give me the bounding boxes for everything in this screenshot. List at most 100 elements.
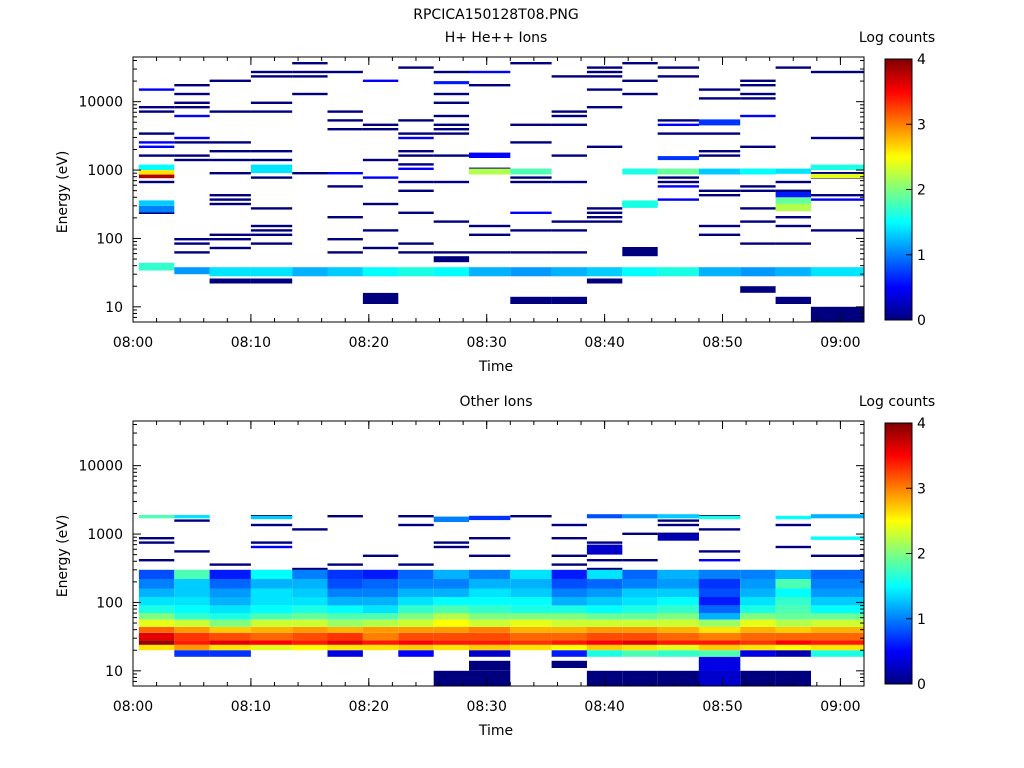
heatmap-cell — [622, 168, 658, 175]
heatmap-cell — [622, 92, 658, 96]
heatmap-cell — [551, 267, 587, 277]
figure-title: RPCICA150128T08.PNG — [413, 7, 578, 23]
heatmap-cell — [551, 605, 587, 614]
heatmap-cell — [622, 632, 658, 641]
heatmap-cell — [622, 247, 658, 257]
heatmap-cell — [250, 632, 293, 641]
heatmap-cell — [362, 644, 399, 651]
heatmap-cell — [740, 97, 776, 100]
heatmap-cell — [586, 613, 623, 620]
heatmap-cell — [174, 519, 210, 522]
heatmap-cell — [551, 660, 587, 668]
heatmap-cell — [292, 172, 328, 175]
heatmap-cell — [292, 75, 328, 78]
heatmap-cell — [138, 597, 175, 606]
heatmap-cell — [810, 536, 864, 540]
heatmap-cell — [469, 152, 511, 158]
heatmap-cell — [209, 579, 251, 589]
heatmap-cell — [740, 644, 776, 651]
heatmap-cell — [469, 569, 511, 579]
heatmap-cell — [469, 554, 511, 557]
heatmap-cell — [292, 640, 328, 645]
heatmap-cell — [740, 220, 776, 223]
heatmap-cell — [174, 597, 210, 606]
heatmap-cell — [209, 233, 251, 236]
heatmap-cell — [775, 189, 811, 192]
heatmap-cell — [250, 619, 293, 627]
heatmap-cell — [327, 172, 363, 175]
heatmap-cell — [138, 154, 175, 157]
heatmap-cell — [586, 640, 623, 645]
heatmap-cell — [622, 605, 658, 614]
heatmap-cell — [775, 619, 811, 627]
heatmap-cell — [775, 523, 811, 527]
heatmap-cell — [698, 97, 741, 100]
heatmap-cell — [810, 569, 864, 579]
heatmap-cell — [551, 588, 587, 597]
heatmap-cell — [551, 114, 587, 118]
heatmap-cell — [510, 613, 552, 620]
heatmap-cell — [586, 211, 623, 214]
heatmap-cell — [551, 563, 587, 566]
heatmap-cell — [810, 194, 864, 197]
heatmap-cell — [698, 619, 741, 627]
heatmap-cell — [586, 567, 623, 571]
heatmap-cell — [362, 158, 399, 162]
heatmap-cell — [657, 605, 699, 614]
heatmap-cell — [327, 644, 363, 651]
colorbar — [884, 58, 913, 321]
heatmap-cell — [551, 220, 587, 223]
heatmap-cell — [138, 170, 175, 175]
heatmap-cell — [740, 79, 776, 82]
heatmap-cell — [433, 545, 470, 549]
heatmap-cell — [657, 198, 699, 201]
heatmap-cell — [327, 626, 363, 633]
y-tick-label: 1000 — [87, 163, 123, 179]
heatmap-cell — [469, 613, 511, 620]
heatmap-cell — [775, 569, 811, 579]
heatmap-cell — [433, 632, 470, 641]
heatmap-cell — [174, 267, 210, 275]
heatmap-cell — [586, 75, 623, 78]
heatmap-cell — [551, 626, 587, 633]
heatmap-cell — [657, 156, 699, 161]
heatmap-cells — [138, 514, 864, 686]
heatmap-cell — [362, 292, 399, 304]
heatmap-cell — [327, 619, 363, 627]
heatmap-cell — [622, 569, 658, 579]
heatmap-cell — [138, 644, 175, 651]
heatmap-cell — [740, 92, 776, 96]
heatmap-cell — [250, 579, 293, 589]
heatmap-cell — [657, 180, 699, 184]
heatmap-cell — [138, 174, 175, 179]
heatmap-cell — [433, 569, 470, 579]
heatmap-cell — [740, 569, 776, 579]
heatmap-cell — [775, 191, 811, 198]
heatmap-cell — [433, 128, 470, 131]
heatmap-cell — [657, 519, 699, 522]
x-tick-label: 08:20 — [349, 335, 389, 351]
heatmap-cell — [510, 62, 552, 65]
heatmap-cell — [327, 251, 363, 254]
heatmap-cell — [698, 550, 741, 553]
heatmap-cell — [698, 150, 741, 153]
heatmap-cell — [657, 514, 699, 519]
heatmap-cell — [398, 569, 434, 579]
heatmap-cell — [250, 605, 293, 614]
heatmap-cell — [433, 516, 470, 522]
heatmap-cell — [586, 632, 623, 641]
heatmap-cell — [327, 650, 363, 657]
heatmap-cell — [622, 588, 658, 597]
heatmap-cell — [740, 579, 776, 589]
x-tick-label: 08:50 — [702, 335, 742, 351]
heatmap-cell — [510, 644, 552, 651]
heatmap-cell — [433, 619, 470, 627]
heatmap-cell — [138, 88, 175, 91]
heatmap-cell — [174, 588, 210, 597]
heatmap-cell — [810, 650, 864, 657]
heatmap-cell — [292, 605, 328, 614]
colorbar-tick-label: 3 — [917, 117, 926, 133]
heatmap-cell — [622, 267, 658, 277]
heatmap-cell — [510, 640, 552, 645]
heatmap-cell — [398, 650, 434, 657]
